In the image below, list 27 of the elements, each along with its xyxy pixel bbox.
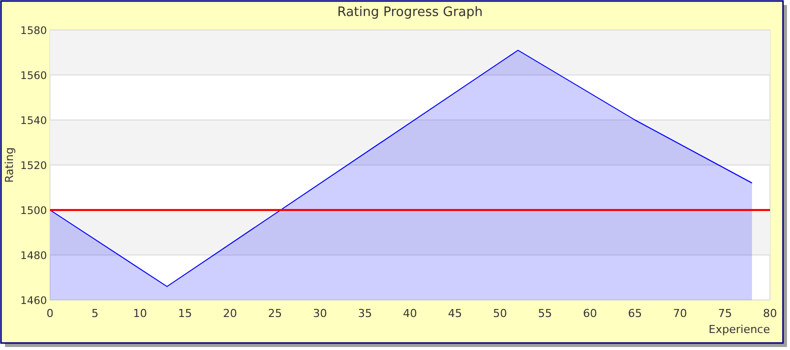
x-tick-label: 25	[268, 307, 282, 320]
x-tick-label: 40	[403, 307, 417, 320]
x-tick-label: 15	[178, 307, 192, 320]
y-tick-label: 1560	[20, 70, 47, 82]
x-tick-label: 65	[628, 307, 642, 320]
x-axis-title: Experience	[708, 323, 770, 336]
x-tick-label: 20	[223, 307, 237, 320]
y-tick-label: 1480	[20, 250, 47, 262]
x-tick-label: 5	[92, 307, 98, 320]
y-tick-label: 1580	[20, 25, 47, 37]
chart-title: Rating Progress Graph	[337, 5, 483, 20]
x-tick-label: 70	[673, 307, 687, 320]
x-tick-label: 50	[493, 307, 507, 320]
y-axis-title: Rating	[3, 147, 16, 183]
y-tick-label: 1540	[20, 115, 47, 127]
x-tick-label: 30	[313, 307, 327, 320]
x-tick-label: 10	[133, 307, 147, 320]
y-tick-label: 1500	[20, 205, 47, 217]
x-tick-label: 75	[718, 307, 732, 320]
x-tick-label: 60	[583, 307, 597, 320]
y-tick-label: 1520	[20, 160, 47, 172]
x-tick-label: 80	[763, 307, 777, 320]
x-tick-label: 55	[538, 307, 552, 320]
x-tick-label: 35	[358, 307, 372, 320]
y-tick-label: 1460	[20, 295, 47, 307]
x-tick-label: 45	[448, 307, 462, 320]
x-tick-label: 0	[46, 307, 54, 320]
